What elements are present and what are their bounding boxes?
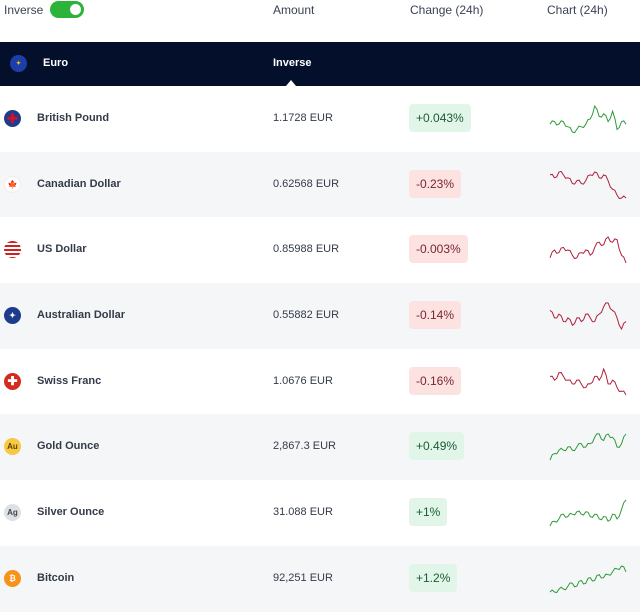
currency-name[interactable]: Gold Ounce xyxy=(37,440,100,453)
canada-flag-icon: 🍁 xyxy=(4,175,21,193)
inverse-label: Inverse xyxy=(4,3,44,17)
change-badge: +0.043% xyxy=(409,104,471,132)
currency-name[interactable]: Swiss Franc xyxy=(37,374,102,387)
eu-flag-icon: ✦ xyxy=(10,55,27,72)
change-badge: +1.2% xyxy=(409,563,458,592)
currency-row[interactable]: ₿ Bitcoin 92,251 EUR +1.2% xyxy=(0,545,640,612)
us-flag-icon xyxy=(4,241,21,259)
sparkline-line xyxy=(549,302,627,331)
inverse-toggle[interactable] xyxy=(50,1,84,18)
change-badge: -0.14% xyxy=(409,301,462,330)
currency-name[interactable]: Bitcoin xyxy=(37,571,75,584)
change-badge: -0.16% xyxy=(409,366,462,395)
change-badge: +1% xyxy=(409,498,448,527)
change-badge: -0.003% xyxy=(409,235,468,264)
column-chart: Chart (24h) xyxy=(547,3,608,17)
sparkline-line xyxy=(549,565,627,593)
currency-amount: 0.55882 EUR xyxy=(273,309,340,322)
currency-row[interactable]: Au Gold Ounce 2,867.3 EUR +0.49% xyxy=(0,414,640,481)
sparkline-chart xyxy=(549,236,627,264)
currency-name[interactable]: Silver Ounce xyxy=(37,506,105,519)
currency-amount: 1.1728 EUR xyxy=(273,112,333,124)
sparkline-chart xyxy=(549,565,627,593)
sparkline-chart xyxy=(549,302,627,331)
australia-flag-icon: ✦ xyxy=(4,307,21,325)
sparkline-chart xyxy=(549,104,627,134)
inverse-tab[interactable]: Inverse xyxy=(273,57,312,69)
sparkline-chart xyxy=(549,170,627,199)
sparkline-line xyxy=(549,367,627,396)
currency-row[interactable]: Ag Silver Ounce 31.088 EUR +1% xyxy=(0,480,640,546)
silver-icon: Ag xyxy=(4,504,21,522)
currency-row[interactable]: US Dollar 0.85988 EUR -0.003% xyxy=(0,217,640,283)
currency-amount: 31.088 EUR xyxy=(273,506,333,519)
base-currency-header: ✦ Euro Inverse xyxy=(0,42,640,86)
top-bar: Inverse Amount Change (24h) Chart (24h) xyxy=(0,0,640,42)
currency-amount: 2,867.3 EUR xyxy=(273,440,336,453)
currency-name[interactable]: Canadian Dollar xyxy=(37,177,121,190)
change-badge: -0.23% xyxy=(409,169,462,198)
currency-row[interactable]: ✚ Swiss Franc 1.0676 EUR -0.16% xyxy=(0,349,640,415)
currency-amount: 0.85988 EUR xyxy=(273,243,340,256)
currency-name[interactable]: Australian Dollar xyxy=(37,309,126,322)
currency-amount: 0.62568 EUR xyxy=(273,177,340,190)
change-badge: +0.49% xyxy=(409,432,465,461)
sparkline-chart xyxy=(549,433,627,461)
currency-amount: 92,251 EUR xyxy=(273,571,333,584)
column-change: Change (24h) xyxy=(410,3,484,17)
sparkline-line xyxy=(549,433,627,461)
uk-flag-icon: ✚ xyxy=(4,110,21,127)
active-caret xyxy=(286,80,296,86)
column-amount: Amount xyxy=(273,3,315,17)
sparkline-line xyxy=(549,499,627,527)
base-currency: Euro xyxy=(43,57,69,69)
currency-name[interactable]: US Dollar xyxy=(37,243,87,256)
sparkline-chart xyxy=(549,499,627,527)
sparkline-chart xyxy=(549,367,627,396)
currency-amount: 1.0676 EUR xyxy=(273,374,333,387)
currency-row[interactable]: ✦ Australian Dollar 0.55882 EUR -0.14% xyxy=(0,283,640,349)
sparkline-line xyxy=(549,104,627,134)
bitcoin-icon: ₿ xyxy=(4,569,21,587)
gold-icon: Au xyxy=(4,438,21,456)
sparkline-line xyxy=(549,170,627,199)
currency-row[interactable]: ✚ British Pound 1.1728 EUR +0.043% xyxy=(0,86,640,152)
currency-list: ✚ British Pound 1.1728 EUR +0.043% 🍁 Cana… xyxy=(0,86,640,612)
sparkline-line xyxy=(549,236,627,264)
swiss-flag-icon: ✚ xyxy=(4,372,21,390)
currency-name[interactable]: British Pound xyxy=(37,112,110,124)
currency-row[interactable]: 🍁 Canadian Dollar 0.62568 EUR -0.23% xyxy=(0,151,640,218)
